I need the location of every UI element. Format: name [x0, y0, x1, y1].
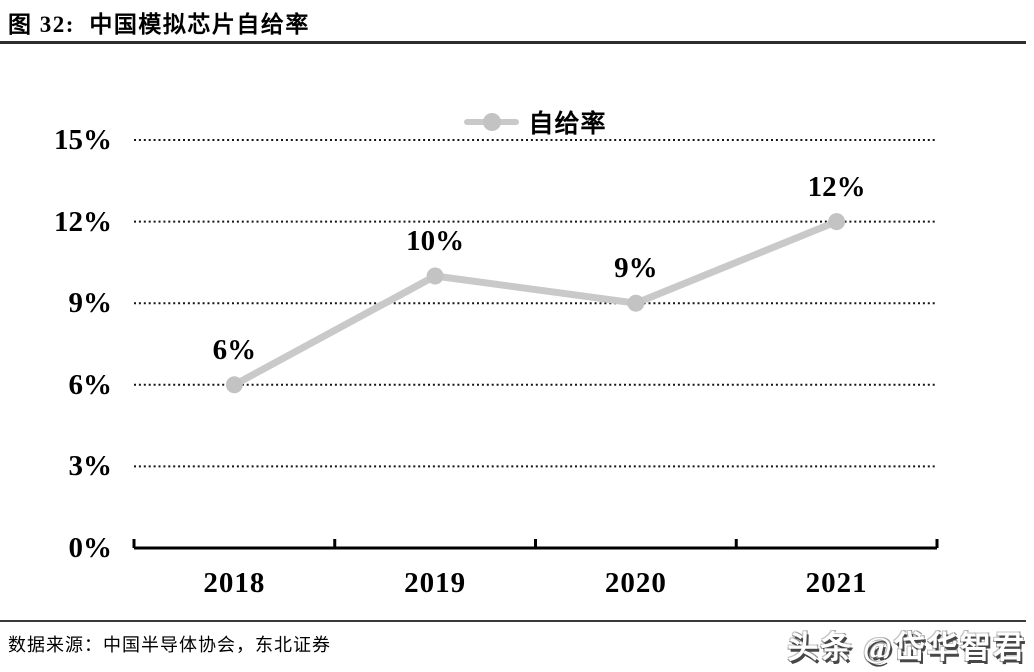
watermark: 头条 @岱华智君: [787, 630, 1026, 665]
title-divider: [0, 41, 1026, 44]
series-line: [230, 218, 841, 389]
chart-legend: 自给率: [134, 105, 937, 139]
legend-marker-dot: [482, 113, 501, 131]
footer-divider: [0, 620, 1026, 622]
data-source-note: 数据来源：中国半导体协会，东北证券: [8, 635, 331, 655]
legend-label: 自给率: [528, 111, 607, 138]
data-point-marker: [426, 267, 444, 285]
data-point-marker: [225, 376, 243, 394]
figure-title: 图 32: 中国模拟芯片自给率: [8, 12, 310, 37]
data-point-marker: [627, 294, 645, 312]
data-point-marker: [828, 213, 846, 231]
legend-line-swatch: [464, 113, 520, 131]
